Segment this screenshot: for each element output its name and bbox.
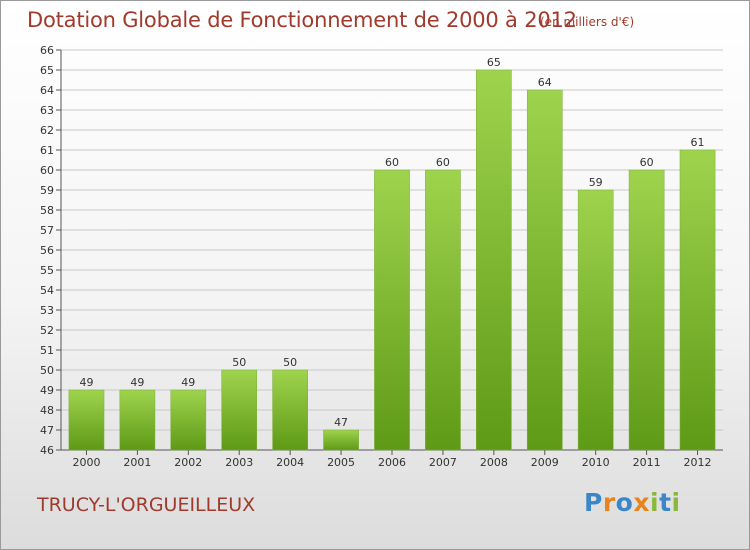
y-tick-label: 53	[40, 304, 54, 317]
x-tick-label: 2000	[72, 456, 100, 469]
y-tick-label: 49	[40, 384, 54, 397]
value-label: 59	[589, 176, 603, 189]
bar-2007	[425, 169, 461, 451]
bar-2006	[374, 169, 410, 451]
logo-letter: r	[602, 488, 616, 517]
bar-2003	[221, 369, 258, 451]
y-tick-label: 63	[40, 104, 54, 117]
bar-2005	[323, 429, 359, 451]
bar-2010	[577, 189, 614, 451]
y-tick-label: 59	[40, 184, 54, 197]
y-tick-label: 55	[40, 264, 54, 277]
logo-letter: i	[671, 488, 681, 517]
x-tick-label: 2006	[378, 456, 406, 469]
value-label: 49	[181, 376, 195, 389]
y-tick-label: 61	[40, 144, 54, 157]
y-tick-label: 48	[40, 404, 54, 417]
logo-letter: o	[615, 488, 634, 517]
bar-2012	[679, 149, 716, 451]
bar-2001	[119, 389, 156, 451]
y-tick-label: 64	[40, 84, 54, 97]
y-tick-label: 52	[40, 324, 54, 337]
y-tick-label: 50	[40, 364, 54, 377]
x-tick-label: 2009	[531, 456, 559, 469]
logo-letter: P	[584, 488, 603, 517]
value-label: 64	[538, 76, 552, 89]
value-label: 61	[691, 136, 705, 149]
y-tick-label: 57	[40, 224, 54, 237]
value-label: 47	[334, 416, 348, 429]
proxiti-logo: Proxiti	[584, 488, 681, 517]
x-tick-label: 2003	[225, 456, 253, 469]
value-label: 60	[385, 156, 399, 169]
value-label: 50	[232, 356, 246, 369]
x-tick-label: 2005	[327, 456, 355, 469]
x-tick-label: 2004	[276, 456, 304, 469]
y-tick-label: 51	[40, 344, 54, 357]
x-tick-label: 2008	[480, 456, 508, 469]
x-tick-label: 2010	[582, 456, 610, 469]
value-label: 49	[130, 376, 144, 389]
value-label: 49	[79, 376, 93, 389]
y-tick-label: 66	[40, 44, 54, 57]
value-labels: 49 49 49 50 50 47 60 60 65 64 59 60 61	[79, 56, 704, 429]
value-label: 60	[640, 156, 654, 169]
x-tick-label: 2001	[123, 456, 151, 469]
x-tick-label: 2012	[684, 456, 712, 469]
logo-letter: t	[659, 488, 672, 517]
x-tick-label: 2007	[429, 456, 457, 469]
logo-letter: x	[633, 488, 650, 517]
bar-2008	[476, 69, 512, 451]
commune-name: TRUCY-L'ORGUEILLEUX	[37, 494, 256, 516]
bar-2009	[526, 89, 563, 451]
x-tick-label: 2011	[633, 456, 661, 469]
value-label: 65	[487, 56, 501, 69]
y-tick-label: 54	[40, 284, 54, 297]
value-label: 50	[283, 356, 297, 369]
y-tick-label: 58	[40, 204, 54, 217]
bar-2004	[272, 369, 308, 451]
chart-title: Dotation Globale de Fonctionnement de 20…	[27, 8, 577, 32]
y-tick-label: 56	[40, 244, 54, 257]
y-tick-label: 46	[40, 444, 54, 457]
logo-letter: i	[650, 488, 660, 517]
chart-subtitle: (en milliers d'€)	[540, 15, 635, 29]
bar-2011	[628, 169, 665, 451]
y-tick-label: 65	[40, 64, 54, 77]
y-tick-label: 60	[40, 164, 54, 177]
bars	[68, 69, 716, 451]
y-tick-label: 47	[40, 424, 54, 437]
bar-2000	[68, 389, 105, 451]
bar-2002	[170, 389, 207, 451]
value-label: 60	[436, 156, 450, 169]
y-tick-label: 62	[40, 124, 54, 137]
x-tick-label: 2002	[174, 456, 202, 469]
